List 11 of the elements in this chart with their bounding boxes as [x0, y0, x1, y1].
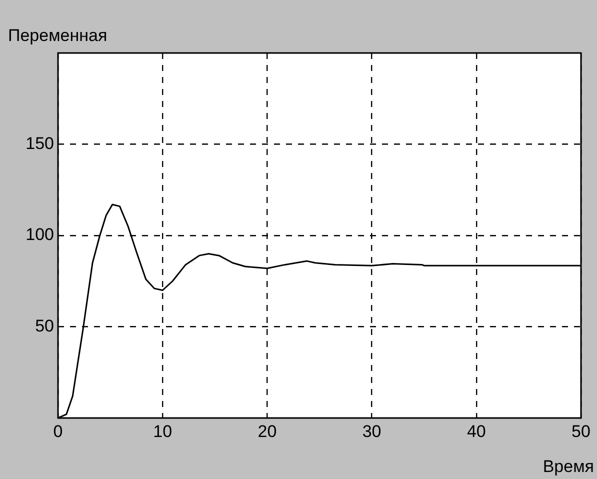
y-tick-label: 100	[26, 225, 54, 244]
x-tick-label: 40	[466, 422, 486, 441]
x-tick-label: 50	[572, 422, 590, 441]
y-tick-label: 50	[35, 316, 54, 336]
x-tick-label: 10	[153, 422, 172, 441]
x-tick-label: 30	[362, 422, 382, 441]
x-tick-label: 20	[258, 422, 277, 441]
y-tick-label: 150	[26, 134, 54, 153]
x-tick-label: 0	[53, 422, 63, 441]
x-axis-title: Время	[542, 457, 594, 476]
y-axis-title: Переменная	[8, 26, 108, 46]
